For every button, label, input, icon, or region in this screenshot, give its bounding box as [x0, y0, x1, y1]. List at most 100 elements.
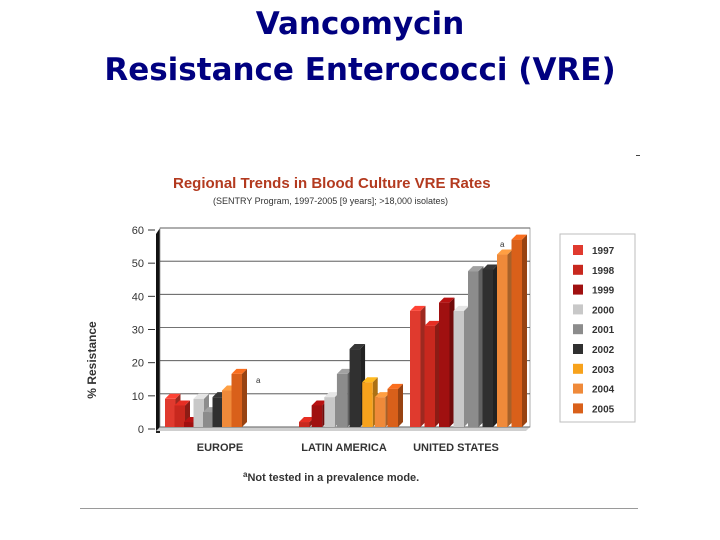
bar-side	[242, 368, 247, 427]
bar-europe-1997	[165, 398, 176, 427]
bar-top	[410, 305, 426, 311]
bar-top	[387, 383, 403, 389]
bar-top	[482, 264, 498, 270]
legend-swatch-2001	[573, 324, 583, 335]
bar-united-states-2005	[511, 239, 522, 427]
y-tick-label: 30	[132, 325, 144, 337]
bar-side	[420, 305, 426, 427]
legend-swatch-1998	[573, 264, 583, 275]
bar-side	[398, 383, 403, 427]
bar-top	[439, 297, 455, 303]
legend-swatch-2003	[573, 363, 583, 374]
footnote: aNot tested in a prevalence mode.	[243, 470, 419, 484]
bar-united-states-1998	[424, 325, 435, 427]
legend-label-2002: 2002	[592, 345, 615, 356]
y-tick-label: 0	[138, 424, 144, 436]
bar-top	[424, 320, 440, 326]
legend-label-2004: 2004	[592, 385, 615, 396]
legend: 1997 1998 1999 2000 2001 2002 2003 2004 2005	[573, 245, 615, 415]
bar-europe-2004	[222, 390, 233, 427]
legend-label-1999: 1999	[592, 286, 615, 297]
bar-europe-2002	[212, 397, 223, 427]
bar-top	[174, 400, 190, 406]
legend-label-2003: 2003	[592, 365, 615, 376]
category-label: UNITED STATES	[413, 442, 499, 454]
bar-side	[478, 266, 484, 427]
bar-top	[299, 417, 315, 423]
legend-label-1998: 1998	[592, 266, 615, 277]
bar-top	[497, 249, 513, 255]
bar-side	[435, 320, 440, 427]
bar-top	[165, 393, 181, 399]
bar-latin-america-2002	[349, 349, 361, 427]
y-axis-label: % Resistance	[85, 321, 99, 399]
y-tick-label: 40	[132, 291, 144, 303]
y-tick-label: 60	[132, 225, 144, 237]
bar-side	[507, 249, 513, 427]
bar-europe-2005	[231, 373, 242, 427]
bar-europe-1998	[174, 405, 185, 427]
legend-swatch-1999	[573, 284, 583, 295]
slide-title-line-1: Vancomycin	[255, 6, 465, 42]
bar-top	[362, 377, 378, 383]
vre-bar-chart: Regional Trends in Blood Culture VRE Rat…	[85, 175, 636, 484]
bar-united-states-2004	[497, 254, 508, 427]
bar-top	[324, 392, 340, 398]
bar-united-states-1999	[439, 302, 450, 427]
slide-title-line-2: Resistance Enterococci (VRE)	[104, 52, 616, 88]
category-labels: EUROPE LATIN AMERICA UNITED STATES	[197, 442, 499, 454]
bottom-rule	[80, 508, 638, 509]
legend-swatch-2004	[573, 383, 583, 394]
bar-top	[374, 392, 391, 398]
legend-swatch-1997	[573, 245, 583, 255]
bar-latin-america-2000	[324, 397, 335, 427]
bar-side	[464, 305, 469, 427]
bar-top	[453, 305, 469, 311]
bar-united-states-2001	[468, 271, 479, 427]
y-tick-label: 20	[132, 358, 144, 370]
bar-europe-2000	[193, 398, 204, 427]
legend-label-2000: 2000	[592, 305, 615, 316]
bar-latin-america-2004	[374, 397, 386, 427]
bar-top	[231, 368, 247, 374]
bar-latin-america-2003	[362, 382, 373, 427]
annotation-mark: a	[256, 376, 261, 385]
bar-top	[511, 234, 527, 240]
bar-latin-america-1998	[299, 422, 310, 427]
chart-title: Regional Trends in Blood Culture VRE Rat…	[173, 175, 491, 192]
plot-floor	[156, 427, 530, 431]
bar-top	[193, 393, 209, 399]
bar-side	[522, 234, 527, 427]
decorative-dash	[636, 155, 640, 156]
legend-swatch-2005	[573, 403, 583, 414]
category-label: EUROPE	[197, 442, 243, 454]
legend-label-2001: 2001	[592, 325, 615, 336]
bar-europe-2001	[203, 412, 214, 427]
annotation-mark: a	[500, 240, 505, 249]
legend-box	[559, 233, 636, 423]
y-tick-label: 50	[132, 258, 144, 270]
y-tick-label: 10	[132, 391, 144, 403]
plot-left-wall-side	[156, 228, 160, 431]
bar-top	[336, 368, 353, 374]
legend-swatch-2000	[573, 304, 583, 315]
legend-label-2005: 2005	[592, 404, 615, 415]
y-axis-ticks: 0 10 20 30 40 50 60	[132, 225, 155, 436]
bar-latin-america-2005	[387, 388, 398, 427]
bar-side	[449, 297, 455, 427]
chart-subtitle: (SENTRY Program, 1997-2005 [9 years]; >1…	[213, 196, 448, 206]
bar-united-states-2002	[482, 269, 493, 427]
bars	[165, 234, 527, 427]
legend-label-1997: 1997	[592, 246, 615, 257]
bar-latin-america-2001	[336, 373, 348, 427]
bar-europe-1999	[184, 422, 195, 427]
bar-top	[468, 266, 484, 272]
bar-top	[311, 400, 328, 406]
bar-side	[493, 264, 498, 427]
bar-united-states-1997	[410, 310, 421, 427]
bar-united-states-2000	[453, 310, 464, 427]
bar-top	[349, 344, 366, 350]
category-label: LATIN AMERICA	[301, 442, 387, 454]
legend-swatch-2002	[573, 344, 583, 354]
annotations: aa	[256, 240, 505, 385]
